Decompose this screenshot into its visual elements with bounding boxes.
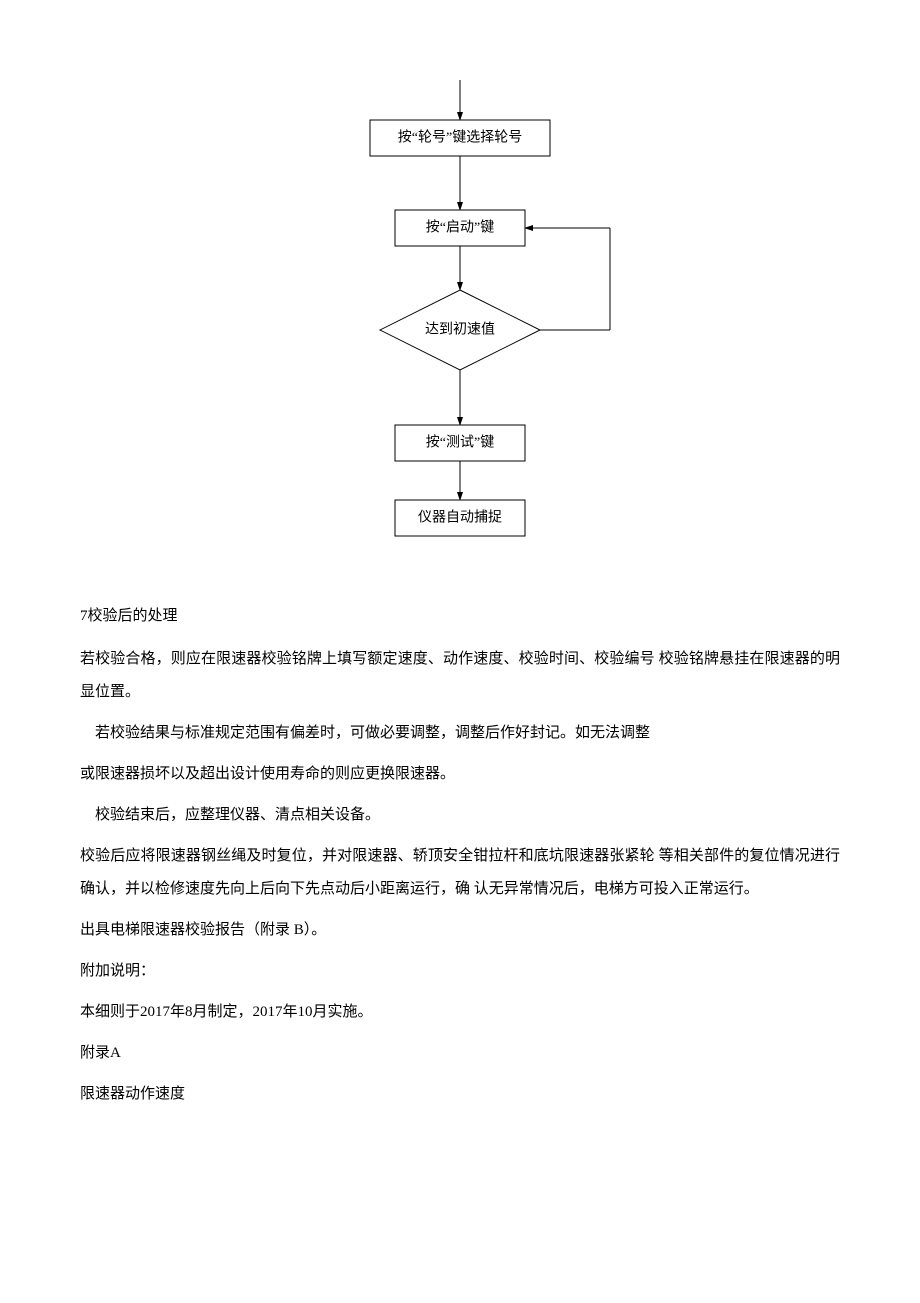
svg-text:按“测试”键: 按“测试”键: [426, 435, 494, 451]
para-7: 附加说明：: [80, 955, 840, 988]
flowchart-container: 按“轮号”键选择轮号按“启动”键达到初速值按“测试”键仪器自动捕捉: [280, 80, 640, 550]
para-4: 校验结束后，应整理仪器、清点相关设备。: [80, 799, 840, 832]
svg-text:按“轮号”键选择轮号: 按“轮号”键选择轮号: [398, 130, 522, 146]
para-5: 校验后应将限速器钢丝绳及时复位，并对限速器、轿顶安全钳拉杆和底坑限速器张紧轮 等…: [80, 840, 840, 906]
para-1: 若校验合格，则应在限速器校验铭牌上填写额定速度、动作速度、校验时间、校验编号 校…: [80, 643, 840, 709]
para-2: 若校验结果与标准规定范围有偏差时，可做必要调整，调整后作好封记。如无法调整: [80, 717, 840, 750]
svg-text:仪器自动捕捉: 仪器自动捕捉: [418, 510, 502, 526]
para-8: 本细则于2017年8月制定，2017年10月实施。: [80, 996, 840, 1029]
section-7-title: 7校验后的处理: [80, 600, 840, 633]
svg-text:按“启动”键: 按“启动”键: [426, 220, 494, 236]
appendix-a-sub: 限速器动作速度: [80, 1078, 840, 1111]
appendix-a-title: 附录A: [80, 1037, 840, 1070]
svg-text:达到初速值: 达到初速值: [425, 321, 495, 338]
para-6: 出具电梯限速器校验报告（附录 B）。: [80, 914, 840, 947]
flowchart-svg: 按“轮号”键选择轮号按“启动”键达到初速值按“测试”键仪器自动捕捉: [280, 80, 640, 550]
para-3: 或限速器损坏以及超出设计使用寿命的则应更换限速器。: [80, 758, 840, 791]
